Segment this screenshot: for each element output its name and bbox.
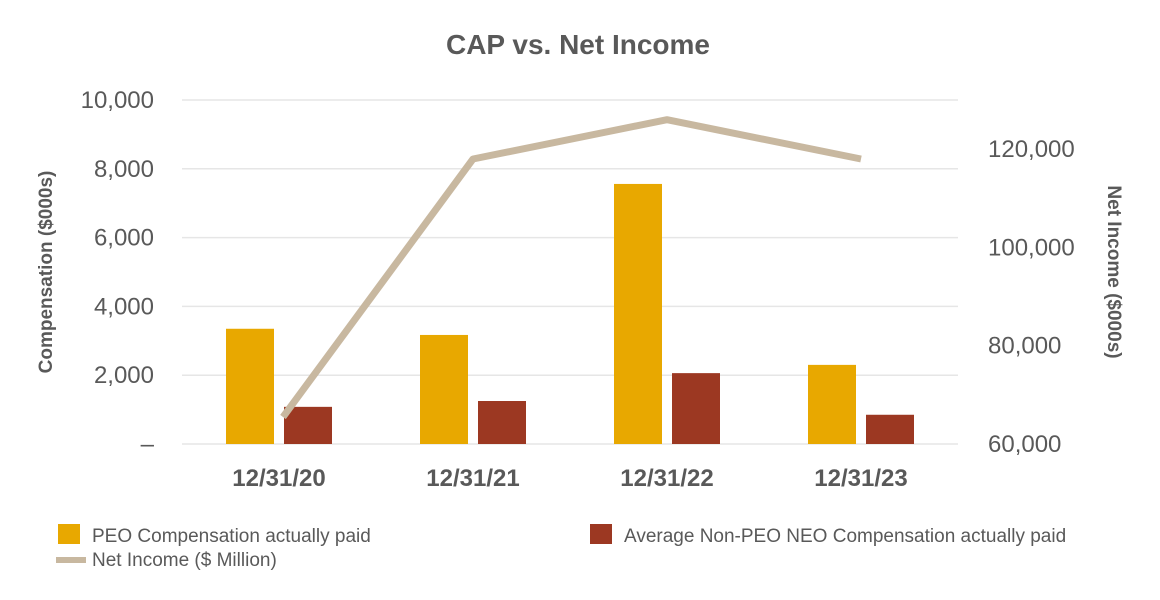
bars — [226, 183, 914, 444]
y2-axis-label: Net Income ($000s) — [1103, 185, 1124, 358]
bar-non-peo — [478, 401, 526, 444]
bar-non-peo — [284, 406, 332, 444]
chart-title: CAP vs. Net Income — [446, 29, 710, 60]
bar-peo — [420, 334, 468, 444]
bar-peo — [614, 183, 662, 444]
y2-tick-label: 80,000 — [988, 333, 1061, 360]
legend-label-peo: PEO Compensation actually paid — [92, 526, 371, 547]
net-income-line — [280, 116, 862, 420]
bar-non-peo — [866, 414, 914, 444]
legend-label-non-peo: Average Non-PEO NEO Compensation actuall… — [624, 526, 1066, 547]
y-tick-label: 4,000 — [94, 293, 154, 320]
bar-non-peo — [672, 373, 720, 444]
right-axis: 60,000 80,000 100,000 120,000 — [988, 136, 1075, 458]
y-tick-label: 2,000 — [94, 362, 154, 389]
legend: PEO Compensation actually paid Average N… — [56, 524, 1066, 571]
bar-peo — [226, 328, 274, 444]
x-tick-label: 12/31/20 — [232, 465, 325, 492]
y-tick-label: 8,000 — [94, 156, 154, 183]
y-tick-label: – — [141, 431, 155, 458]
y2-tick-label: 120,000 — [988, 136, 1075, 163]
y2-tick-label: 100,000 — [988, 234, 1075, 261]
left-axis: – 2,000 4,000 6,000 8,000 10,000 — [81, 87, 155, 458]
legend-swatch-peo — [58, 524, 80, 544]
y-axis-label: Compensation ($000s) — [36, 171, 57, 374]
bar-peo — [808, 364, 856, 444]
y-tick-label: 10,000 — [81, 87, 154, 114]
legend-label-net-income: Net Income ($ Million) — [92, 550, 277, 571]
x-tick-label: 12/31/21 — [426, 465, 519, 492]
x-tick-label: 12/31/23 — [814, 465, 907, 492]
y-tick-label: 6,000 — [94, 225, 154, 252]
x-axis: 12/31/20 12/31/21 12/31/22 12/31/23 — [232, 465, 907, 492]
net-income-line-group — [280, 116, 862, 420]
legend-swatch-non-peo — [590, 524, 612, 544]
x-tick-label: 12/31/22 — [620, 465, 713, 492]
y2-tick-label: 60,000 — [988, 431, 1061, 458]
